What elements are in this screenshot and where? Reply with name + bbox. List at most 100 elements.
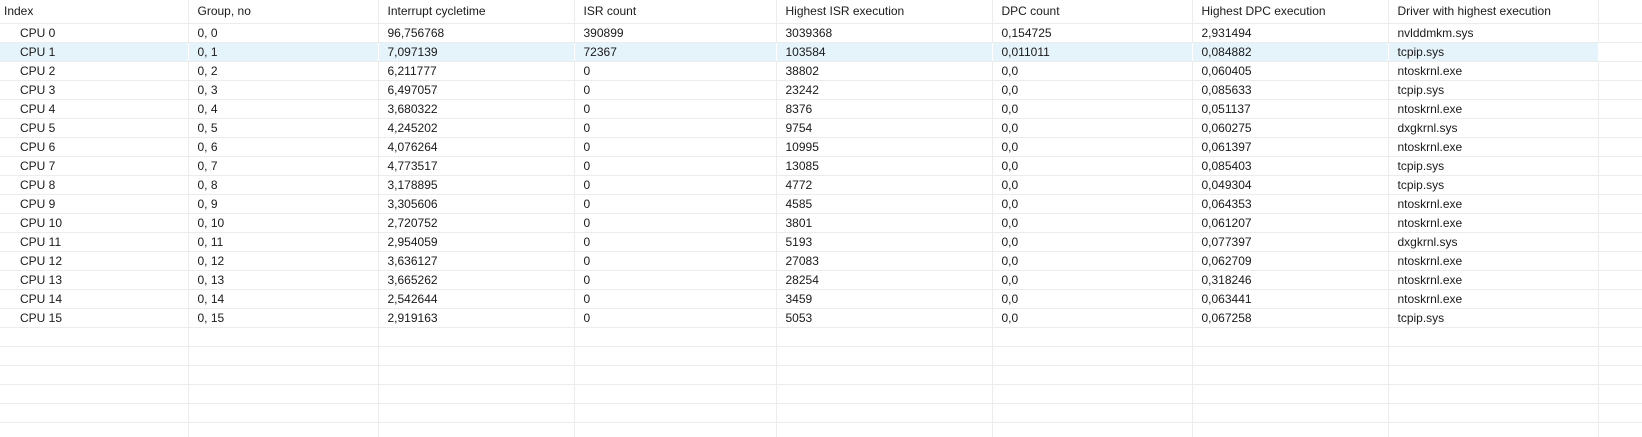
empty-cell xyxy=(1388,346,1599,366)
cell-index: CPU 1 xyxy=(0,42,188,62)
cell-dpc-count: 0,0 xyxy=(992,175,1193,195)
cell-group-no: 0, 3 xyxy=(188,80,379,100)
table-row-cpu-14[interactable]: CPU 14 0, 14 2,542644 0 3459 0,0 0,063441 ntosk… xyxy=(0,289,1642,309)
cell-highest-isr-execution: 5053 xyxy=(776,308,993,328)
cell-highest-isr-execution: 4585 xyxy=(776,194,993,214)
cell-index: CPU 4 xyxy=(0,99,189,119)
empty-cell xyxy=(1192,365,1389,385)
empty-cell xyxy=(992,384,1193,404)
cell-dpc-count: 0,0 xyxy=(992,270,1193,290)
cell-driver-with-highest-execution: tcpip.sys xyxy=(1388,42,1598,62)
empty-cell xyxy=(776,327,993,347)
cell-highest-isr-execution: 4772 xyxy=(776,175,993,195)
row-filler xyxy=(1598,194,1642,214)
table-row-cpu-3[interactable]: CPU 3 0, 3 6,497057 0 23242 0,0 0,085633 tcpip.… xyxy=(0,80,1642,100)
cell-driver-with-highest-execution: ntoskrnl.exe xyxy=(1388,137,1599,157)
table-row-cpu-4[interactable]: CPU 4 0, 4 3,680322 0 8376 0,0 0,051137 ntoskrn… xyxy=(0,99,1642,119)
column-header-highest-isr-execution[interactable]: Highest ISR execution xyxy=(776,0,993,24)
row-filler xyxy=(1598,308,1642,328)
cell-dpc-count: 0,0 xyxy=(992,308,1193,328)
cell-interrupt-cycletime: 3,665262 xyxy=(378,270,575,290)
cell-driver-with-highest-execution: ntoskrnl.exe xyxy=(1388,99,1599,119)
cell-index: CPU 14 xyxy=(0,289,189,309)
cell-dpc-count: 0,0 xyxy=(992,251,1193,271)
cell-driver-with-highest-execution: dxgkrnl.sys xyxy=(1388,232,1599,252)
cell-highest-dpc-execution: 0,067258 xyxy=(1192,308,1389,328)
column-header-isr-count[interactable]: ISR count xyxy=(574,0,777,24)
empty-cell xyxy=(378,403,575,423)
empty-cell xyxy=(992,403,1193,423)
cell-isr-count: 0 xyxy=(574,251,777,271)
table-row-cpu-1[interactable]: CPU 1 0, 1 7,097139 72367 103584 0,011011 0,08… xyxy=(0,42,1642,62)
cell-dpc-count: 0,0 xyxy=(992,232,1193,252)
empty-cell xyxy=(1388,384,1599,404)
table-row-cpu-11[interactable]: CPU 11 0, 11 2,954059 0 5193 0,0 0,077397 dxgkr… xyxy=(0,232,1642,252)
cell-highest-isr-execution: 28254 xyxy=(776,270,993,290)
table-row-cpu-10[interactable]: CPU 10 0, 10 2,720752 0 3801 0,0 0,061207 ntosk… xyxy=(0,213,1642,233)
header-row: Index Group, no Interrupt cycletime ISR cou… xyxy=(0,0,1642,24)
table-row-cpu-8[interactable]: CPU 8 0, 8 3,178895 0 4772 0,0 0,049304 tcpip.s… xyxy=(0,175,1642,195)
cell-group-no: 0, 5 xyxy=(188,118,379,138)
empty-cell xyxy=(188,384,379,404)
cell-index: CPU 2 xyxy=(0,61,189,81)
empty-cell xyxy=(1388,327,1599,347)
table-row-cpu-5[interactable]: CPU 5 0, 5 4,245202 0 9754 0,0 0,060275 dxgkrnl… xyxy=(0,118,1642,138)
cell-driver-with-highest-execution: nvlddmkm.sys xyxy=(1388,23,1599,43)
cell-interrupt-cycletime: 3,680322 xyxy=(378,99,575,119)
table-row-cpu-13[interactable]: CPU 13 0, 13 3,665262 0 28254 0,0 0,318246 ntos… xyxy=(0,270,1642,290)
cell-highest-isr-execution: 103584 xyxy=(776,42,992,62)
cell-dpc-count: 0,0 xyxy=(992,156,1193,176)
cell-highest-dpc-execution: 0,049304 xyxy=(1192,175,1389,195)
table-row-cpu-2[interactable]: CPU 2 0, 2 6,211777 0 38802 0,0 0,060405 ntoskr… xyxy=(0,61,1642,81)
cell-highest-dpc-execution: 0,085403 xyxy=(1192,156,1389,176)
cell-interrupt-cycletime: 4,773517 xyxy=(378,156,575,176)
cell-driver-with-highest-execution: ntoskrnl.exe xyxy=(1388,61,1599,81)
cell-interrupt-cycletime: 2,720752 xyxy=(378,213,575,233)
row-filler xyxy=(1598,118,1642,138)
cell-highest-isr-execution: 3039368 xyxy=(776,23,993,43)
column-header-index[interactable]: Index xyxy=(0,0,189,24)
cell-highest-dpc-execution: 0,077397 xyxy=(1192,232,1389,252)
empty-cell xyxy=(188,365,379,385)
empty-cell xyxy=(1388,422,1599,437)
empty-cell xyxy=(378,327,575,347)
table-row-cpu-7[interactable]: CPU 7 0, 7 4,773517 0 13085 0,0 0,085403 tcpip.… xyxy=(0,156,1642,176)
column-header-interrupt-cycletime[interactable]: Interrupt cycletime xyxy=(378,0,575,24)
table-row-cpu-9[interactable]: CPU 9 0, 9 3,305606 0 4585 0,0 0,064353 ntoskrn… xyxy=(0,194,1642,214)
empty-cell xyxy=(0,422,189,437)
cell-interrupt-cycletime: 4,076264 xyxy=(378,137,575,157)
empty-cell xyxy=(776,403,993,423)
cell-highest-isr-execution: 9754 xyxy=(776,118,993,138)
cell-index: CPU 0 xyxy=(0,23,189,43)
column-header-dpc-count[interactable]: DPC count xyxy=(992,0,1193,24)
row-filler xyxy=(1598,175,1642,195)
cell-index: CPU 9 xyxy=(0,194,189,214)
cell-highest-dpc-execution: 0,062709 xyxy=(1192,251,1389,271)
cell-index: CPU 8 xyxy=(0,175,189,195)
cell-isr-count: 0 xyxy=(574,308,777,328)
table-row-cpu-12[interactable]: CPU 12 0, 12 3,636127 0 27083 0,0 0,062709 ntos… xyxy=(0,251,1642,271)
cell-driver-with-highest-execution: dxgkrnl.sys xyxy=(1388,118,1599,138)
table-row-cpu-15[interactable]: CPU 15 0, 15 2,919163 0 5053 0,0 0,067258 tcpip… xyxy=(0,308,1642,328)
column-header-driver-with-highest-execution[interactable]: Driver with highest execution xyxy=(1388,0,1599,24)
cell-interrupt-cycletime: 96,756768 xyxy=(378,23,575,43)
table-row-cpu-0[interactable]: CPU 0 0, 0 96,756768 390899 3039368 0,154725 2… xyxy=(0,23,1642,43)
row-filler xyxy=(1598,346,1642,366)
column-header-highest-dpc-execution[interactable]: Highest DPC execution xyxy=(1192,0,1389,24)
table-row-cpu-6[interactable]: CPU 6 0, 6 4,076264 0 10995 0,0 0,061397 ntoskr… xyxy=(0,137,1642,157)
empty-cell xyxy=(188,403,379,423)
empty-row xyxy=(0,327,1642,347)
cell-index: CPU 10 xyxy=(0,213,189,233)
empty-cell xyxy=(378,384,575,404)
column-header-group-no[interactable]: Group, no xyxy=(188,0,379,24)
empty-cell xyxy=(0,403,189,423)
cell-group-no: 0, 10 xyxy=(188,213,379,233)
cell-group-no: 0, 6 xyxy=(188,137,379,157)
cell-interrupt-cycletime: 3,305606 xyxy=(378,194,575,214)
row-filler xyxy=(1598,23,1642,43)
empty-cell xyxy=(776,384,993,404)
cell-group-no: 0, 8 xyxy=(188,175,379,195)
cell-dpc-count: 0,0 xyxy=(992,61,1193,81)
row-filler xyxy=(1598,156,1642,176)
cell-dpc-count: 0,0 xyxy=(992,80,1193,100)
